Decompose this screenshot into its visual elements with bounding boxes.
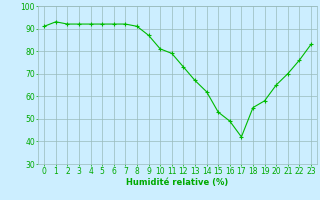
X-axis label: Humidité relative (%): Humidité relative (%) <box>126 178 229 187</box>
